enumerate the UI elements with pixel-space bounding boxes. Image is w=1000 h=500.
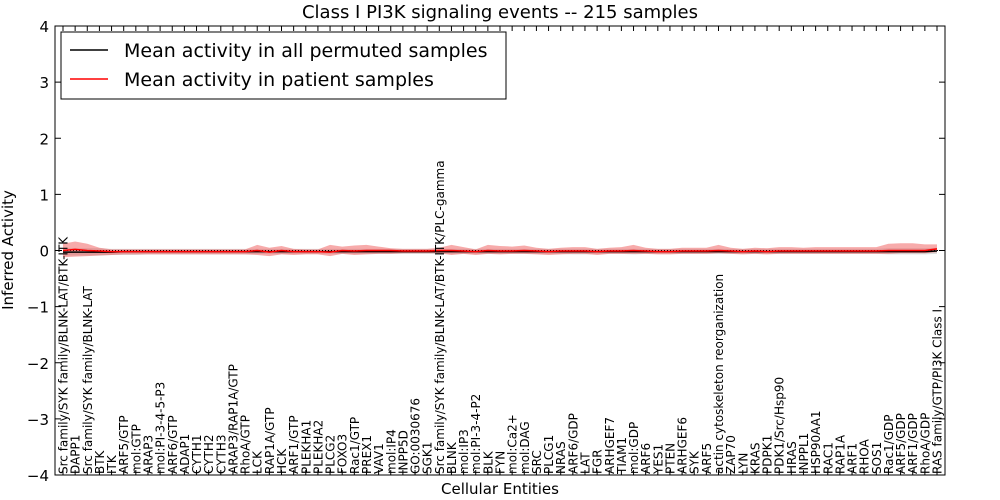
x-tick-label: mol:IP4 <box>384 429 398 474</box>
x-axis-label: Cellular Entities <box>441 480 559 498</box>
x-tick-label: FOXO3 <box>336 434 350 474</box>
x-tick-label: CYTH2 <box>202 435 216 475</box>
x-tick-label: ARAP3 <box>141 435 155 474</box>
x-tick-label: ARF5/GDP <box>894 413 908 474</box>
x-tick-label: HRAS <box>785 441 799 474</box>
x-tick-label: ARF5/GTP <box>117 415 131 474</box>
x-tick-label: ARF1 <box>846 443 860 474</box>
x-tick-label: PTEN <box>663 443 677 474</box>
x-tick-label: NRAS <box>554 441 568 474</box>
x-tick-label: ARF6/GTP <box>166 415 180 474</box>
x-tick-label: ARF1/GDP <box>906 413 920 474</box>
x-tick-label: HSP90AA1 <box>809 410 823 474</box>
x-tick-label: ADAP1 <box>178 434 192 474</box>
x-tick-label: Src family/SYK family/BLNK-LAT/BTK-ITK <box>57 236 71 474</box>
x-tick-label: HCK <box>275 448 289 474</box>
x-tick-label: ARF5 <box>700 443 714 474</box>
x-tick-label: PDK1/Src/Hsp90 <box>773 377 787 474</box>
x-tick-label: YES1 <box>651 444 665 475</box>
legend-box <box>60 31 507 100</box>
x-tick-label: VAV1 <box>372 443 386 474</box>
x-tick-label: RAS family/GTP/PI3K Class I <box>931 309 945 474</box>
x-tick-label: LCK <box>251 450 265 474</box>
x-tick-label: actin cytoskeleton reorganization <box>712 274 726 474</box>
line-patient-mean <box>62 248 938 253</box>
x-tick-label: ITK <box>105 454 119 474</box>
y-tick-label: 4 <box>39 18 49 36</box>
x-tick-label: PDPK1 <box>761 435 775 474</box>
x-tick-label: LAT <box>578 452 592 474</box>
y-axis-ticks: −4 −3 −2 −1 0 1 2 3 4 <box>27 18 945 485</box>
x-tick-label: mol:DAG <box>518 421 532 474</box>
y-tick-label: −3 <box>27 411 49 429</box>
x-tick-label: RAP1A <box>833 434 847 474</box>
x-tick-label: mol:GTP <box>129 424 143 474</box>
x-tick-label: ARF6 <box>639 443 653 474</box>
y-axis-label: Inferred Activity <box>0 190 17 310</box>
x-tick-label: mol:GDP <box>627 422 641 474</box>
y-tick-label: 3 <box>39 74 49 92</box>
series-lines <box>62 248 938 253</box>
x-tick-label: CYTH1 <box>190 435 204 475</box>
x-axis-ticks: Src family/SYK family/BLNK-LAT/BTK-ITKDA… <box>57 26 945 475</box>
band-patient <box>63 241 937 258</box>
x-tick-label: DAPP1 <box>69 435 83 474</box>
x-tick-label: BLNK <box>445 441 459 474</box>
x-tick-label: ARF1/GTP <box>287 415 301 474</box>
chart-title: Class I PI3K signaling events -- 215 sam… <box>302 2 698 23</box>
x-tick-label: FYN <box>494 451 508 474</box>
x-tick-label: RAC1 <box>821 442 835 474</box>
x-tick-label: RAP1A/GTP <box>263 407 277 474</box>
x-tick-label: Src family/SYK family/BLNK-LAT/BTK-ITK/P… <box>433 160 447 474</box>
x-tick-label: mol:PI-3-4-5-P3 <box>154 382 168 474</box>
x-tick-label: PLCG2 <box>324 435 338 474</box>
x-tick-label: ZAP70 <box>724 435 738 474</box>
x-tick-label: PLEKHA1 <box>299 420 313 474</box>
y-tick-label: −4 <box>27 467 49 485</box>
x-tick-label: ARHGEF7 <box>603 417 617 474</box>
legend-label-patient: Mean activity in patient samples <box>124 69 434 91</box>
x-tick-label: TIAM1 <box>615 437 629 475</box>
x-tick-label: PLEKHA2 <box>311 420 325 474</box>
x-tick-label: SRC <box>530 450 544 474</box>
x-tick-label: CYTH3 <box>214 435 228 475</box>
x-tick-label: LYN <box>736 453 750 474</box>
x-tick-label: SOS1 <box>870 442 884 474</box>
x-tick-label: RhoA/GDP <box>918 413 932 474</box>
legend: Mean activity in all permuted samples Me… <box>60 31 507 100</box>
x-tick-label: RhoA/GTP <box>239 415 253 474</box>
y-tick-label: 0 <box>39 243 49 261</box>
y-tick-label: 1 <box>39 186 49 204</box>
x-tick-label: ARAP3/RAP1A/GTP <box>226 364 240 474</box>
x-tick-label: BLK <box>481 450 495 474</box>
x-tick-label: KRAS <box>748 442 762 474</box>
x-tick-label: mol:Ca2+ <box>506 414 520 474</box>
y-tick-label: −1 <box>27 299 49 317</box>
x-tick-label: BTK <box>93 449 107 474</box>
y-tick-label: 2 <box>39 130 49 148</box>
x-tick-label: INPPL1 <box>797 433 811 474</box>
x-tick-label: SYK <box>688 450 702 474</box>
x-tick-label: PREX1 <box>360 435 374 474</box>
x-tick-label: GO:0030676 <box>409 398 423 474</box>
x-tick-label: INPP5D <box>396 430 410 474</box>
x-tick-label: Rac1/GDP <box>882 415 896 474</box>
x-tick-label: mol:IP3 <box>457 429 471 474</box>
x-tick-label: Rac1/GTP <box>348 417 362 474</box>
x-tick-label: ARHGEF6 <box>676 417 690 474</box>
x-tick-label: Src family/SYK family/BLNK-LAT <box>81 285 95 474</box>
legend-label-permuted: Mean activity in all permuted samples <box>124 40 487 62</box>
x-tick-label: RHOA <box>858 438 872 474</box>
x-tick-label: SGK1 <box>421 442 435 474</box>
x-tick-label: mol:PI-3-4-P2 <box>469 394 483 474</box>
x-tick-label: FGR <box>591 449 605 474</box>
y-tick-label: −2 <box>27 355 49 373</box>
x-tick-label: PLCG1 <box>542 435 556 474</box>
x-tick-label: ARF6/GDP <box>566 413 580 474</box>
